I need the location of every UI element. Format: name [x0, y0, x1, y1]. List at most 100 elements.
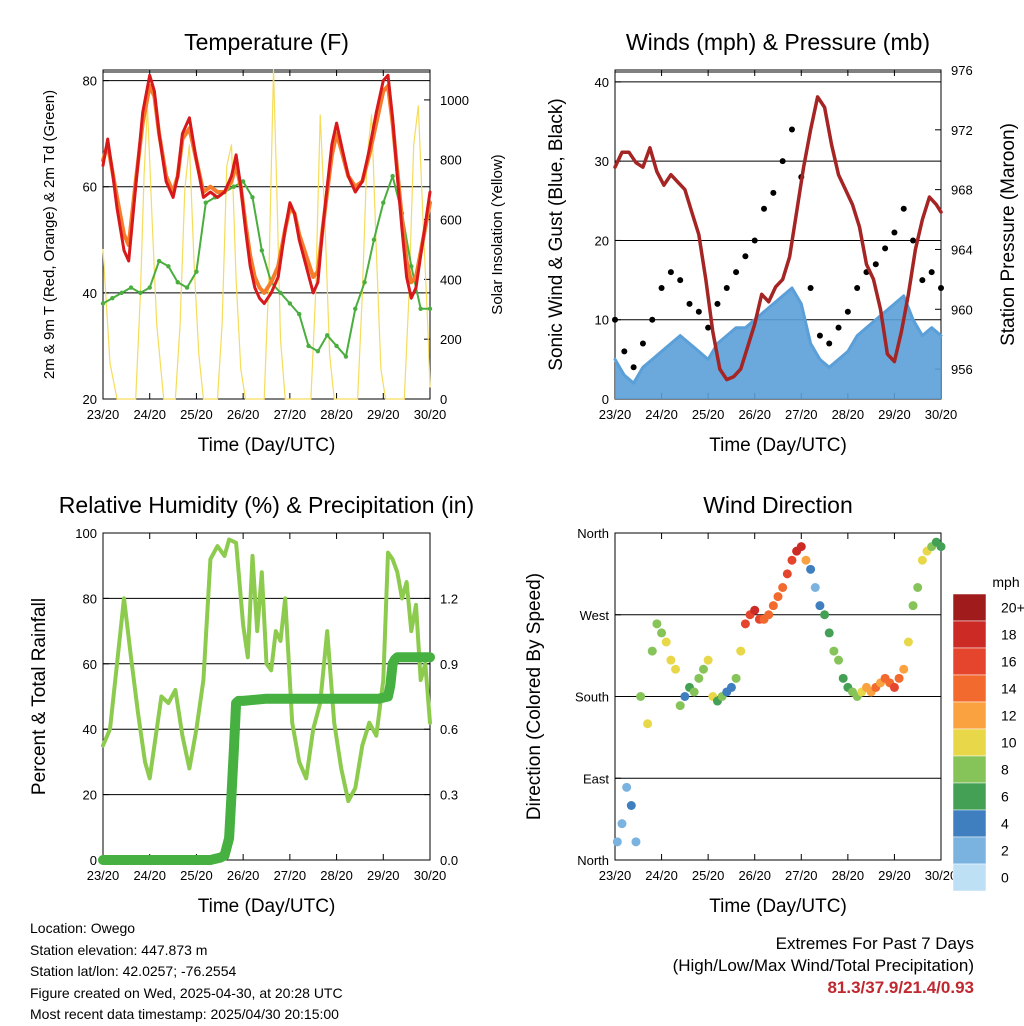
- direction-y-tick-label: North: [577, 526, 609, 541]
- colorbar-label: 6: [1001, 789, 1009, 805]
- humidity-y2-tick-label: 0.3: [440, 788, 458, 803]
- direction-x-tick-label: 25/20: [692, 868, 725, 883]
- colorbar-swatch: [952, 755, 987, 784]
- temperature-y2-axis-label: Solar Insolation (Yellow): [489, 154, 506, 314]
- winds-x-tick-label: 23/20: [599, 407, 632, 422]
- sonic-wind-area: [615, 288, 941, 399]
- extremes-box: Extremes For Past 7 Days (High/Low/Max W…: [673, 933, 974, 999]
- direction-point: [764, 610, 774, 620]
- colorbar-swatch: [952, 809, 987, 838]
- winds-y-tick-label: 20: [595, 233, 609, 248]
- winds-x-tick-label: 28/20: [832, 407, 865, 422]
- winds-y-tick-label: 0: [602, 392, 609, 407]
- gust-point: [788, 126, 795, 133]
- winds-y2-tick-label: 956: [951, 362, 973, 377]
- colorbar-swatch: [952, 782, 987, 811]
- humidity-chart: Relative Humidity (%) & Precipitation (i…: [29, 492, 474, 917]
- colorbar-title: mph: [992, 574, 1019, 590]
- winds-y2-tick-label: 972: [951, 123, 973, 138]
- temperature-y2-tick-label: 200: [440, 332, 462, 347]
- direction-point: [768, 601, 778, 611]
- temperature-y2-tick-label: 400: [440, 272, 462, 287]
- winds-y2-tick-label: 960: [951, 302, 973, 317]
- gust-point: [621, 348, 628, 355]
- humidity-x-tick-label: 26/20: [227, 868, 260, 883]
- humidity-x-tick-label: 23/20: [87, 868, 120, 883]
- temperature-y-axis-label: 2m & 9m T (Red, Orange) & 2m Td (Green): [41, 90, 58, 379]
- humidity-y2-tick-label: 0.6: [440, 722, 458, 737]
- temperature-x-tick-label: 27/20: [274, 407, 307, 422]
- colorbar-swatch: [952, 620, 987, 649]
- winds-y-tick-label: 30: [595, 154, 609, 169]
- colorbar-label: 20+: [1001, 600, 1024, 616]
- direction-point: [899, 664, 909, 674]
- direction-point: [889, 682, 899, 692]
- humidity-x-tick-label: 24/20: [133, 868, 166, 883]
- gust-point: [630, 364, 637, 371]
- direction-x-tick-label: 30/20: [925, 868, 958, 883]
- direction-x-tick-label: 29/20: [878, 868, 911, 883]
- direction-point: [657, 628, 667, 638]
- gust-point: [919, 277, 926, 284]
- colorbar-swatch: [952, 863, 987, 892]
- gust-point: [742, 253, 749, 260]
- direction-point: [824, 628, 834, 638]
- gust-point: [826, 340, 833, 347]
- direction-x-tick-label: 24/20: [645, 868, 678, 883]
- direction-point: [903, 637, 913, 647]
- winds-x-tick-label: 25/20: [692, 407, 725, 422]
- temperature-x-tick-label: 24/20: [133, 407, 166, 422]
- colorbar-swatch: [952, 728, 987, 757]
- gust-point: [695, 308, 702, 315]
- direction-point: [778, 583, 788, 592]
- direction-point: [796, 542, 806, 552]
- direction-point: [703, 655, 713, 665]
- gust-point: [910, 237, 917, 244]
- direction-point: [689, 687, 699, 697]
- temperature-y2-tick-label: 1000: [440, 93, 469, 108]
- gust-point: [844, 308, 851, 315]
- gust-point: [900, 205, 907, 212]
- direction-point: [810, 583, 820, 592]
- direction-point: [782, 569, 792, 579]
- temperature-y-tick-label: 80: [83, 74, 97, 89]
- direction-point: [801, 555, 811, 565]
- gust-point: [761, 205, 768, 212]
- direction-point: [820, 610, 830, 620]
- humidity-x-tick-label: 29/20: [367, 868, 400, 883]
- gust-point: [677, 277, 684, 284]
- gust-point: [816, 332, 823, 339]
- winds-y2-tick-label: 964: [951, 242, 973, 257]
- direction-point: [626, 801, 636, 810]
- direction-y-tick-label: East: [583, 771, 609, 786]
- direction-point: [726, 682, 736, 692]
- direction-point: [731, 673, 741, 683]
- direction-point: [908, 601, 918, 611]
- direction-point: [936, 542, 946, 552]
- gust-point: [612, 316, 618, 323]
- temperature-y-tick-label: 60: [83, 180, 97, 195]
- direction-point: [652, 619, 662, 629]
- winds-y2-axis-label: Station Pressure (Maroon): [998, 123, 1019, 346]
- direction-point: [612, 837, 622, 847]
- station-info: Location: Owego Station elevation: 447.8…: [30, 918, 343, 1026]
- direction-x-tick-label: 28/20: [832, 868, 865, 883]
- direction-point: [675, 701, 685, 711]
- gust-point: [667, 269, 674, 276]
- humidity-y2-tick-label: 0.9: [440, 657, 458, 672]
- humidity-x-axis-label: Time (Day/UTC): [198, 896, 336, 917]
- gust-point: [882, 245, 889, 252]
- colorbar-swatch: [952, 674, 987, 703]
- direction-point: [661, 637, 671, 647]
- winds-x-tick-label: 24/20: [645, 407, 678, 422]
- direction-point: [787, 555, 797, 565]
- extremes-title: Extremes For Past 7 Days: [775, 934, 974, 953]
- temperature-x-axis-label: Time (Day/UTC): [198, 435, 336, 456]
- location-text: Location: Owego: [30, 920, 136, 936]
- direction-chart: Wind Direction 23/20 24/20 25/20 26/20 27/20 2…: [524, 492, 1024, 917]
- gust-point: [686, 300, 693, 307]
- direction-point: [917, 555, 927, 565]
- winds-x-tick-label: 27/20: [785, 407, 818, 422]
- gust-point: [751, 237, 758, 244]
